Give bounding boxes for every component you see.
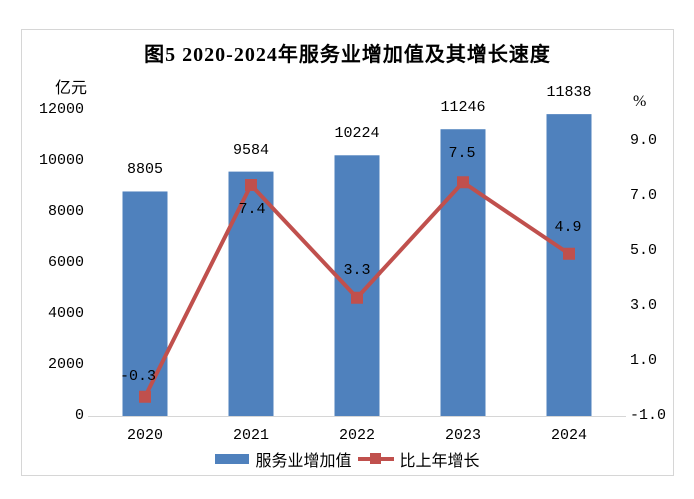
- bar-2023: [440, 129, 486, 417]
- bar-series-swatch-icon: [215, 454, 250, 464]
- x-axis-category-label: 2022: [338, 427, 375, 444]
- line-marker-2022: [351, 291, 363, 304]
- bar-value-label: 10224: [334, 125, 380, 143]
- x-axis-category-label: 2020: [126, 427, 163, 444]
- line-marker-swatch-icon: [369, 453, 381, 464]
- legend-bar-label: 服务业增加值: [255, 453, 352, 470]
- right-axis-unit-label: %: [633, 93, 647, 110]
- right-axis-tick-label: 3.0: [630, 297, 658, 314]
- line-marker-2023: [457, 176, 469, 189]
- left-axis-tick-label: 2000: [47, 356, 84, 373]
- bar-value-label: 11246: [440, 99, 486, 117]
- legend-item-bar: 服务业增加值: [215, 447, 352, 471]
- line-marker-2020: [139, 390, 151, 403]
- bar-value-label: 9584: [232, 141, 269, 159]
- bar-2022: [334, 155, 380, 416]
- line-series-swatch-icon: [357, 453, 394, 464]
- x-axis-category-label: 2021: [232, 427, 269, 444]
- x-axis-category-label: 2023: [444, 427, 481, 444]
- line-value-label: 7.5: [448, 145, 476, 163]
- line-value-label: 3.3: [343, 261, 371, 279]
- right-axis-tick-label: 5.0: [630, 242, 658, 259]
- right-axis-tick-label: 9.0: [630, 132, 658, 149]
- left-axis-tick-label: 0: [74, 407, 84, 424]
- left-axis-tick-label: 8000: [47, 203, 84, 220]
- bar-value-label: 8805: [126, 161, 163, 179]
- right-axis-tick-label: -1.0: [630, 407, 667, 424]
- x-axis-category-label: 2024: [550, 427, 587, 444]
- line-value-label: 4.9: [554, 218, 582, 236]
- legend: 服务业增加值 比上年增长: [21, 447, 674, 471]
- left-axis-tick-label: 10000: [38, 152, 84, 169]
- left-axis-tick-label: 12000: [38, 101, 84, 118]
- bar-2024: [546, 114, 592, 417]
- left-axis-tick-label: 4000: [47, 305, 84, 322]
- left-axis-tick-label: 6000: [47, 254, 84, 271]
- line-marker-2021: [245, 179, 257, 191]
- line-value-label: -0.3: [119, 367, 156, 385]
- bar-2020: [122, 191, 168, 416]
- legend-line-label: 比上年增长: [399, 453, 480, 470]
- left-axis-unit-label: 亿元: [55, 80, 88, 97]
- right-axis-tick-label: 1.0: [630, 352, 658, 369]
- right-axis-tick-label: 7.0: [630, 187, 658, 204]
- legend-item-line: 比上年增长: [357, 447, 480, 471]
- bar-value-label: 11838: [546, 84, 592, 102]
- chart-title: 图5 2020-2024年服务业增加值及其增长速度: [144, 44, 551, 66]
- line-marker-2024: [563, 247, 575, 260]
- line-value-label: 7.4: [238, 201, 266, 218]
